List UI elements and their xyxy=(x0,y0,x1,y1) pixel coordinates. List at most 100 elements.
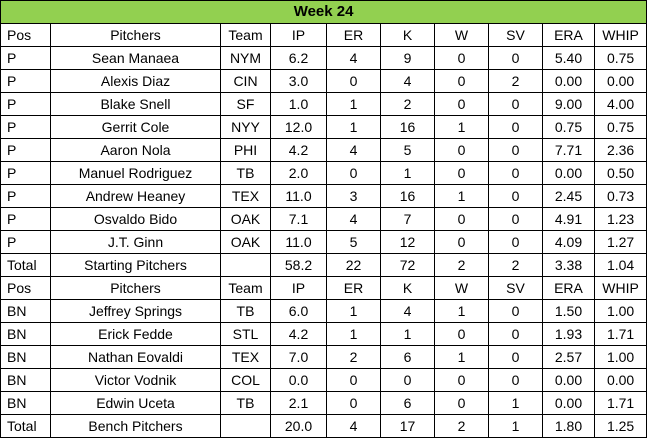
cell-w[interactable]: 0 xyxy=(434,207,489,231)
cell-sv[interactable]: 0 xyxy=(488,230,543,254)
cell-era[interactable]: 3.38 xyxy=(542,253,595,277)
cell-pos[interactable]: P xyxy=(0,184,51,208)
cell-ip[interactable]: 4.2 xyxy=(270,138,327,162)
cell-er[interactable]: 0 xyxy=(326,161,381,185)
cell-er[interactable]: ER xyxy=(326,23,381,47)
cell-sv[interactable]: SV xyxy=(488,23,543,47)
cell-k[interactable]: K xyxy=(380,23,435,47)
week-title[interactable]: Week 24 xyxy=(0,0,648,24)
cell-pos[interactable]: BN xyxy=(0,368,51,392)
cell-ip[interactable]: 6.0 xyxy=(270,299,327,323)
cell-ip[interactable]: 0.0 xyxy=(270,368,327,392)
cell-whip[interactable]: WHIP xyxy=(593,23,648,47)
cell-k[interactable]: 4 xyxy=(380,69,435,93)
cell-k[interactable]: 7 xyxy=(380,207,435,231)
cell-team[interactable]: NYM xyxy=(220,46,271,70)
cell-team[interactable]: CIN xyxy=(220,69,271,93)
cell-w[interactable]: 0 xyxy=(434,391,489,415)
cell-pitcher[interactable]: Blake Snell xyxy=(50,92,221,116)
cell-ip[interactable]: 12.0 xyxy=(270,115,327,139)
cell-er[interactable]: 1 xyxy=(326,115,381,139)
cell-k[interactable]: 5 xyxy=(380,138,435,162)
cell-w[interactable]: 0 xyxy=(434,368,489,392)
cell-pitcher[interactable]: Erick Fedde xyxy=(50,322,221,346)
cell-whip[interactable]: 1.04 xyxy=(593,253,648,277)
cell-pitcher[interactable]: Bench Pitchers xyxy=(50,414,221,438)
cell-era[interactable]: 0.00 xyxy=(542,69,595,93)
cell-sv[interactable]: 0 xyxy=(488,299,543,323)
cell-era[interactable]: 2.45 xyxy=(542,184,595,208)
cell-sv[interactable]: 2 xyxy=(488,253,543,277)
cell-pitcher[interactable]: Jeffrey Springs xyxy=(50,299,221,323)
cell-team[interactable]: Team xyxy=(220,276,271,300)
cell-era[interactable]: 4.91 xyxy=(542,207,595,231)
cell-w[interactable]: 0 xyxy=(434,322,489,346)
cell-team[interactable]: OAK xyxy=(220,207,271,231)
cell-team[interactable]: PHI xyxy=(220,138,271,162)
cell-pitcher[interactable]: Starting Pitchers xyxy=(50,253,221,277)
cell-k[interactable]: 1 xyxy=(380,161,435,185)
cell-k[interactable]: 0 xyxy=(380,368,435,392)
cell-pitcher[interactable]: Alexis Diaz xyxy=(50,69,221,93)
cell-w[interactable]: 2 xyxy=(434,253,489,277)
cell-ip[interactable]: 1.0 xyxy=(270,92,327,116)
cell-ip[interactable]: 6.2 xyxy=(270,46,327,70)
cell-er[interactable]: 1 xyxy=(326,299,381,323)
cell-sv[interactable]: 0 xyxy=(488,322,543,346)
cell-w[interactable]: W xyxy=(434,276,489,300)
cell-er[interactable]: 2 xyxy=(326,345,381,369)
cell-er[interactable]: ER xyxy=(326,276,381,300)
cell-er[interactable]: 4 xyxy=(326,414,381,438)
cell-ip[interactable]: IP xyxy=(270,23,327,47)
cell-w[interactable]: 0 xyxy=(434,92,489,116)
cell-er[interactable]: 0 xyxy=(326,69,381,93)
cell-pos[interactable]: Total xyxy=(0,253,51,277)
cell-ip[interactable]: 4.2 xyxy=(270,322,327,346)
cell-k[interactable]: 6 xyxy=(380,345,435,369)
cell-k[interactable]: 16 xyxy=(380,115,435,139)
cell-era[interactable]: 5.40 xyxy=(542,46,595,70)
cell-era[interactable]: 1.93 xyxy=(542,322,595,346)
cell-ip[interactable]: 11.0 xyxy=(270,230,327,254)
cell-ip[interactable]: 7.0 xyxy=(270,345,327,369)
cell-er[interactable]: 3 xyxy=(326,184,381,208)
cell-pitcher[interactable]: Pitchers xyxy=(50,23,221,47)
cell-era[interactable]: 1.50 xyxy=(542,299,595,323)
cell-ip[interactable]: IP xyxy=(270,276,327,300)
cell-team[interactable]: STL xyxy=(220,322,271,346)
cell-w[interactable]: 0 xyxy=(434,69,489,93)
cell-era[interactable]: ERA xyxy=(542,276,595,300)
cell-era[interactable]: 9.00 xyxy=(542,92,595,116)
cell-whip[interactable]: 0.73 xyxy=(593,184,648,208)
cell-pitcher[interactable]: Andrew Heaney xyxy=(50,184,221,208)
cell-k[interactable]: 9 xyxy=(380,46,435,70)
cell-pos[interactable]: P xyxy=(0,92,51,116)
cell-pitcher[interactable]: J.T. Ginn xyxy=(50,230,221,254)
cell-k[interactable]: 16 xyxy=(380,184,435,208)
cell-ip[interactable]: 2.1 xyxy=(270,391,327,415)
cell-sv[interactable]: 0 xyxy=(488,115,543,139)
cell-era[interactable]: ERA xyxy=(542,23,595,47)
cell-pos[interactable]: Total xyxy=(0,414,51,438)
cell-whip[interactable]: 1.27 xyxy=(593,230,648,254)
cell-whip[interactable]: 0.75 xyxy=(593,46,648,70)
cell-team[interactable]: Team xyxy=(220,23,271,47)
cell-pos[interactable]: P xyxy=(0,46,51,70)
cell-pitcher[interactable]: Osvaldo Bido xyxy=(50,207,221,231)
cell-er[interactable]: 4 xyxy=(326,207,381,231)
cell-k[interactable]: 1 xyxy=(380,322,435,346)
cell-whip[interactable]: 4.00 xyxy=(593,92,648,116)
cell-er[interactable]: 1 xyxy=(326,322,381,346)
cell-k[interactable]: 72 xyxy=(380,253,435,277)
cell-whip[interactable]: 2.36 xyxy=(593,138,648,162)
cell-pos[interactable]: Pos xyxy=(0,23,51,47)
cell-k[interactable]: 4 xyxy=(380,299,435,323)
cell-ip[interactable]: 20.0 xyxy=(270,414,327,438)
cell-sv[interactable]: 0 xyxy=(488,92,543,116)
cell-sv[interactable]: 0 xyxy=(488,207,543,231)
cell-w[interactable]: 0 xyxy=(434,46,489,70)
cell-era[interactable]: 7.71 xyxy=(542,138,595,162)
cell-whip[interactable]: 1.23 xyxy=(593,207,648,231)
cell-sv[interactable]: 2 xyxy=(488,69,543,93)
cell-whip[interactable]: 1.00 xyxy=(593,299,648,323)
